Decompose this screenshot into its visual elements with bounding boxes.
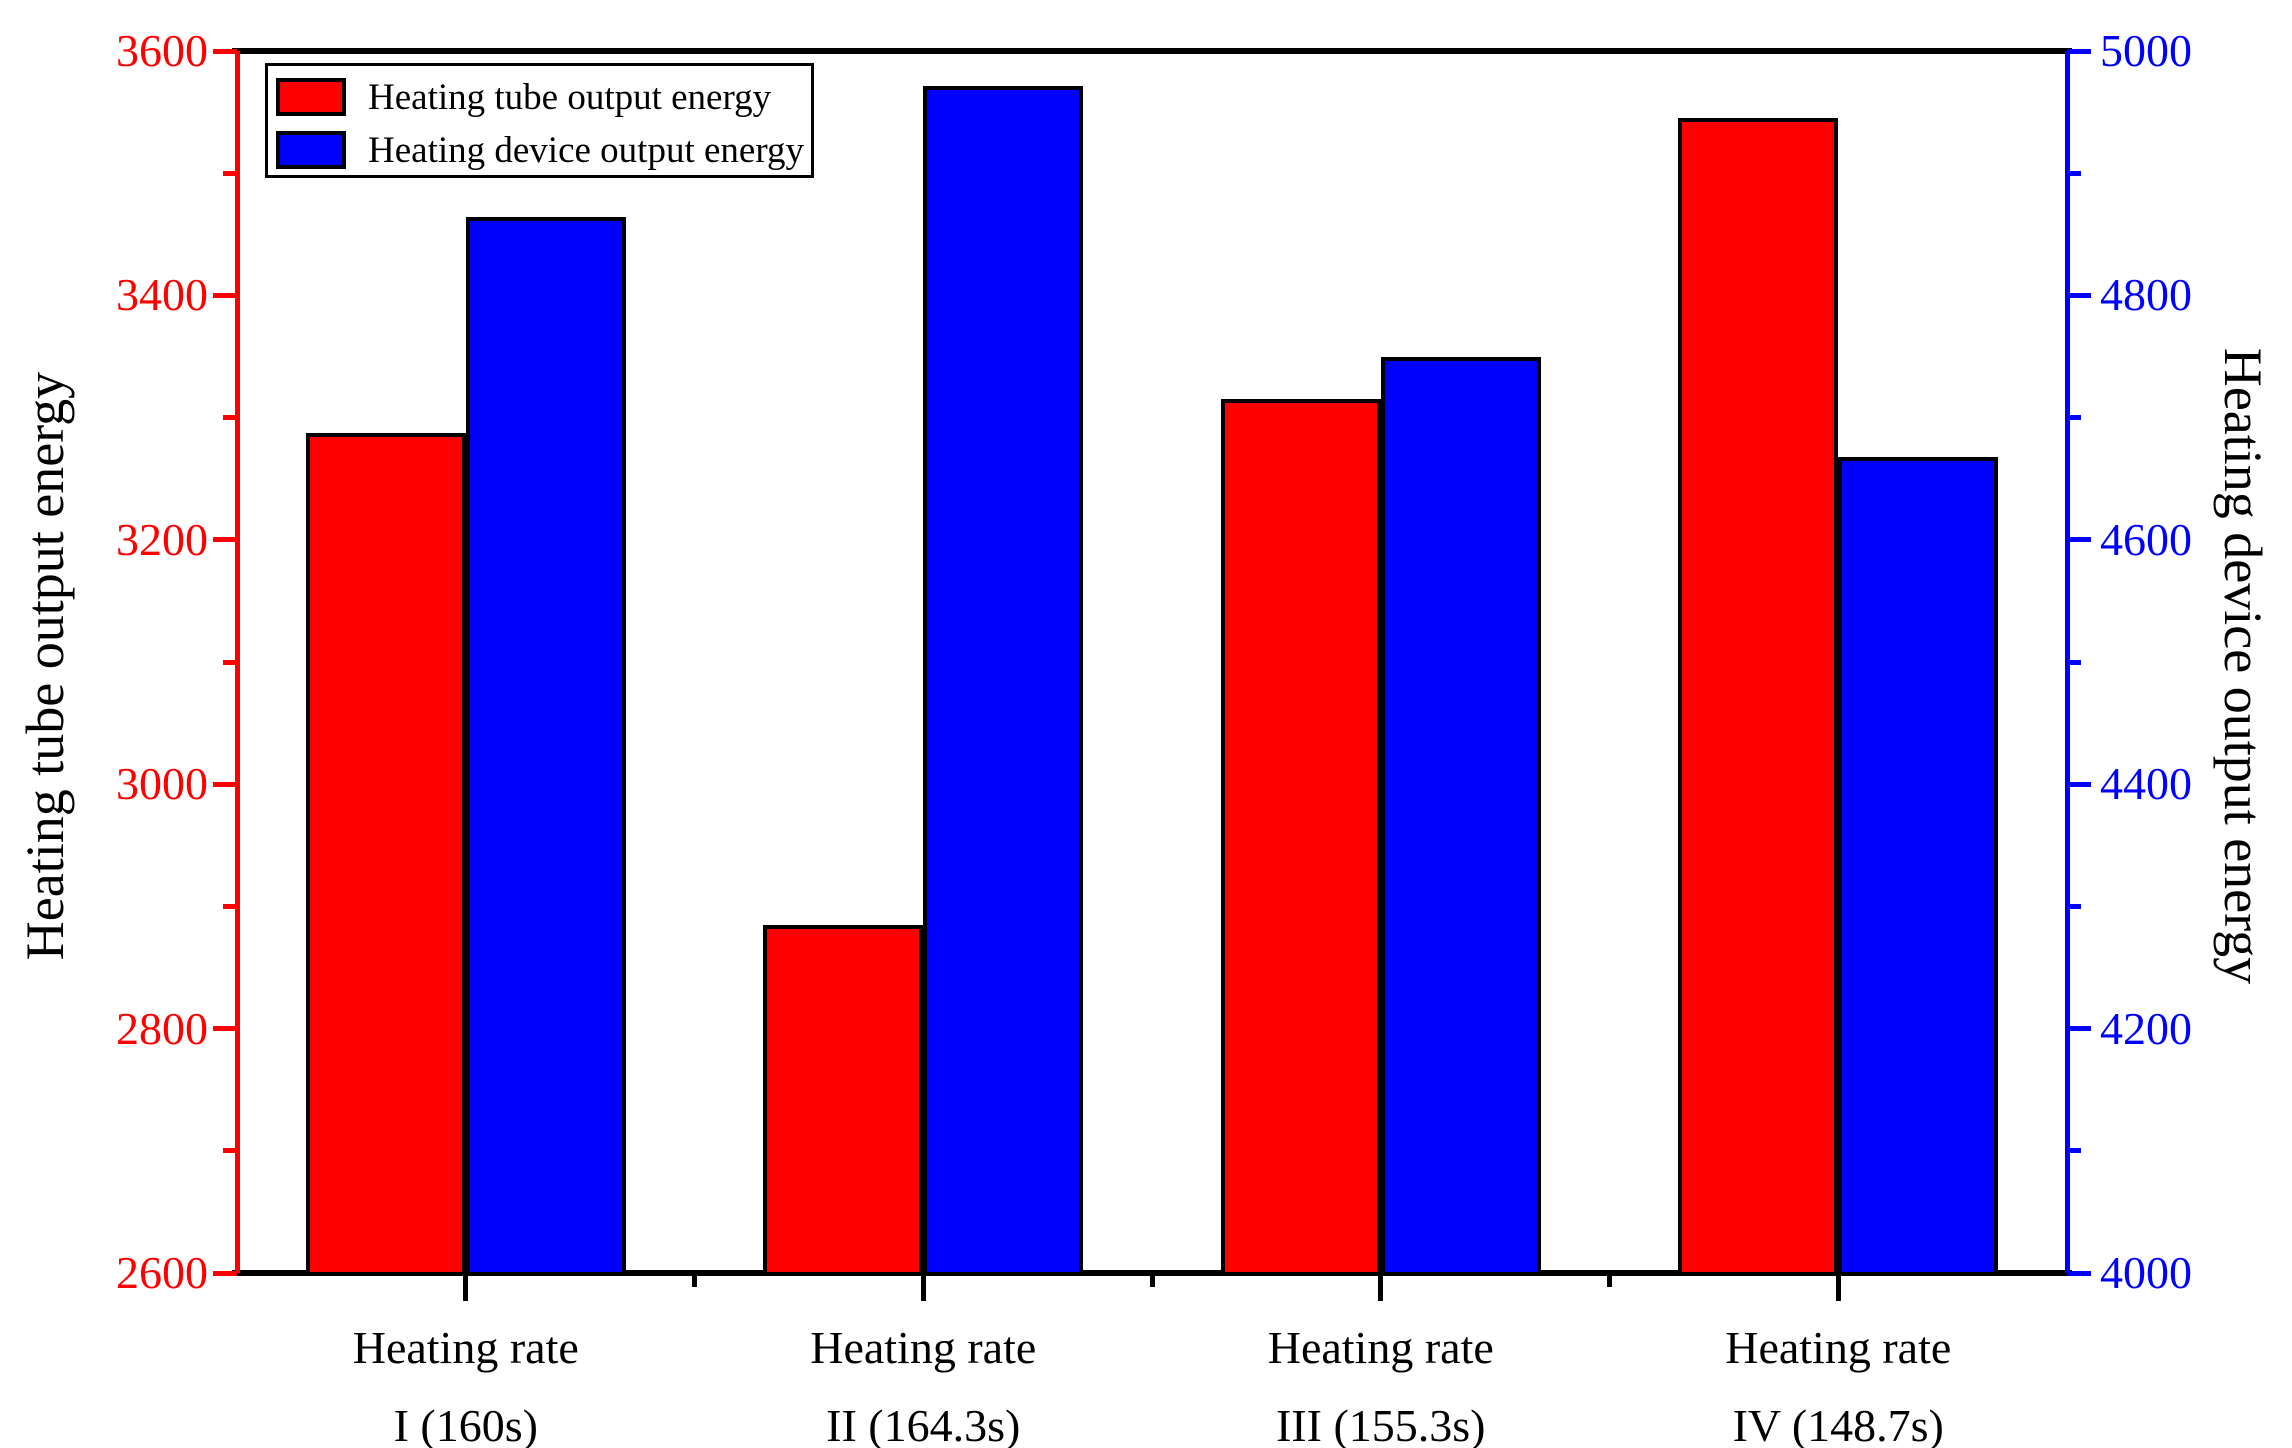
bar-tube-2 [763,924,924,1276]
y-left-major-tick [213,1026,237,1032]
y-right-major-tick [2067,1026,2091,1032]
legend-swatch-blue [276,131,346,169]
x-major-tick [1378,1273,1384,1301]
y-left-tick-label: 3200 [116,513,208,565]
bar-device-2 [923,86,1084,1276]
bar-tube-4 [1678,118,1839,1276]
y-left-major-tick [213,48,237,54]
y-left-major-tick [213,1270,237,1276]
y-right-major-tick [2067,1270,2091,1276]
y-left-tick-label: 2800 [116,1002,208,1054]
y-left-minor-tick [223,903,237,909]
legend-label: Heating device output energy [368,129,804,171]
y-right-tick-label: 4400 [2100,758,2192,810]
y-right-minor-tick [2067,1148,2081,1154]
left-axis-spine [235,51,240,1273]
y-left-tick-label: 3000 [116,758,208,810]
y-right-tick-label: 4800 [2100,269,2192,321]
y-right-tick-label: 4200 [2100,1002,2192,1054]
x-minor-tick [1607,1273,1612,1287]
y-left-major-tick [213,292,237,298]
x-category-label: Heating rate I (160s) [353,1309,579,1448]
y-right-minor-tick [2067,170,2081,176]
y-left-major-tick [213,781,237,787]
y-right-major-tick [2067,48,2091,54]
y-left-major-tick [213,537,237,543]
y-right-tick-label: 5000 [2100,25,2192,76]
left-axis-title: Heating tube output energy [15,371,75,961]
y-right-major-tick [2067,537,2091,543]
y-left-tick-label: 2600 [116,1247,208,1298]
x-category-label: Heating rate IV (148.7s) [1725,1309,1951,1448]
x-category-line1: Heating rate [810,1322,1037,1373]
y-right-major-tick [2067,292,2091,298]
x-category-line2: I (160s) [393,1400,538,1448]
legend-swatch-red [276,78,346,116]
x-category-label: Heating rate III (155.3s) [1268,1309,1494,1448]
x-major-tick [1835,1273,1841,1301]
y-left-minor-tick [223,170,237,176]
y-right-minor-tick [2067,903,2081,909]
y-left-tick-label: 3400 [116,269,208,321]
legend: Heating tube output energy Heating devic… [265,63,814,178]
y-right-major-tick [2067,781,2091,787]
y-left-tick-label: 3600 [116,25,208,76]
x-category-line2: II (164.3s) [826,1400,1021,1448]
right-axis-title: Heating device output energy [2213,347,2273,985]
bar-device-3 [1380,356,1541,1276]
y-left-minor-tick [223,659,237,665]
x-category-line2: IV (148.7s) [1732,1400,1944,1448]
y-right-minor-tick [2067,659,2081,665]
x-minor-tick [692,1273,697,1287]
y-right-minor-tick [2067,415,2081,421]
bar-device-4 [1838,456,1999,1276]
y-left-minor-tick [223,415,237,421]
bar-tube-3 [1220,399,1381,1276]
legend-item-tube: Heating tube output energy [276,74,771,120]
x-major-tick [463,1273,469,1301]
x-category-line1: Heating rate [1267,1322,1494,1373]
x-major-tick [920,1273,926,1301]
bar-device-1 [465,217,626,1276]
y-right-tick-label: 4600 [2100,513,2192,565]
x-category-label: Heating rate II (164.3s) [810,1309,1036,1448]
y-right-tick-label: 4000 [2100,1247,2192,1298]
x-category-line2: III (155.3s) [1275,1400,1486,1448]
x-minor-tick [1149,1273,1155,1287]
bar-tube-1 [305,433,466,1276]
legend-item-device: Heating device output energy [276,127,804,173]
y-left-minor-tick [223,1148,237,1154]
x-category-line1: Heating rate [1725,1322,1952,1373]
x-category-line1: Heating rate [352,1322,579,1373]
plot-frame-top [232,48,2072,54]
legend-label: Heating tube output energy [368,76,772,118]
